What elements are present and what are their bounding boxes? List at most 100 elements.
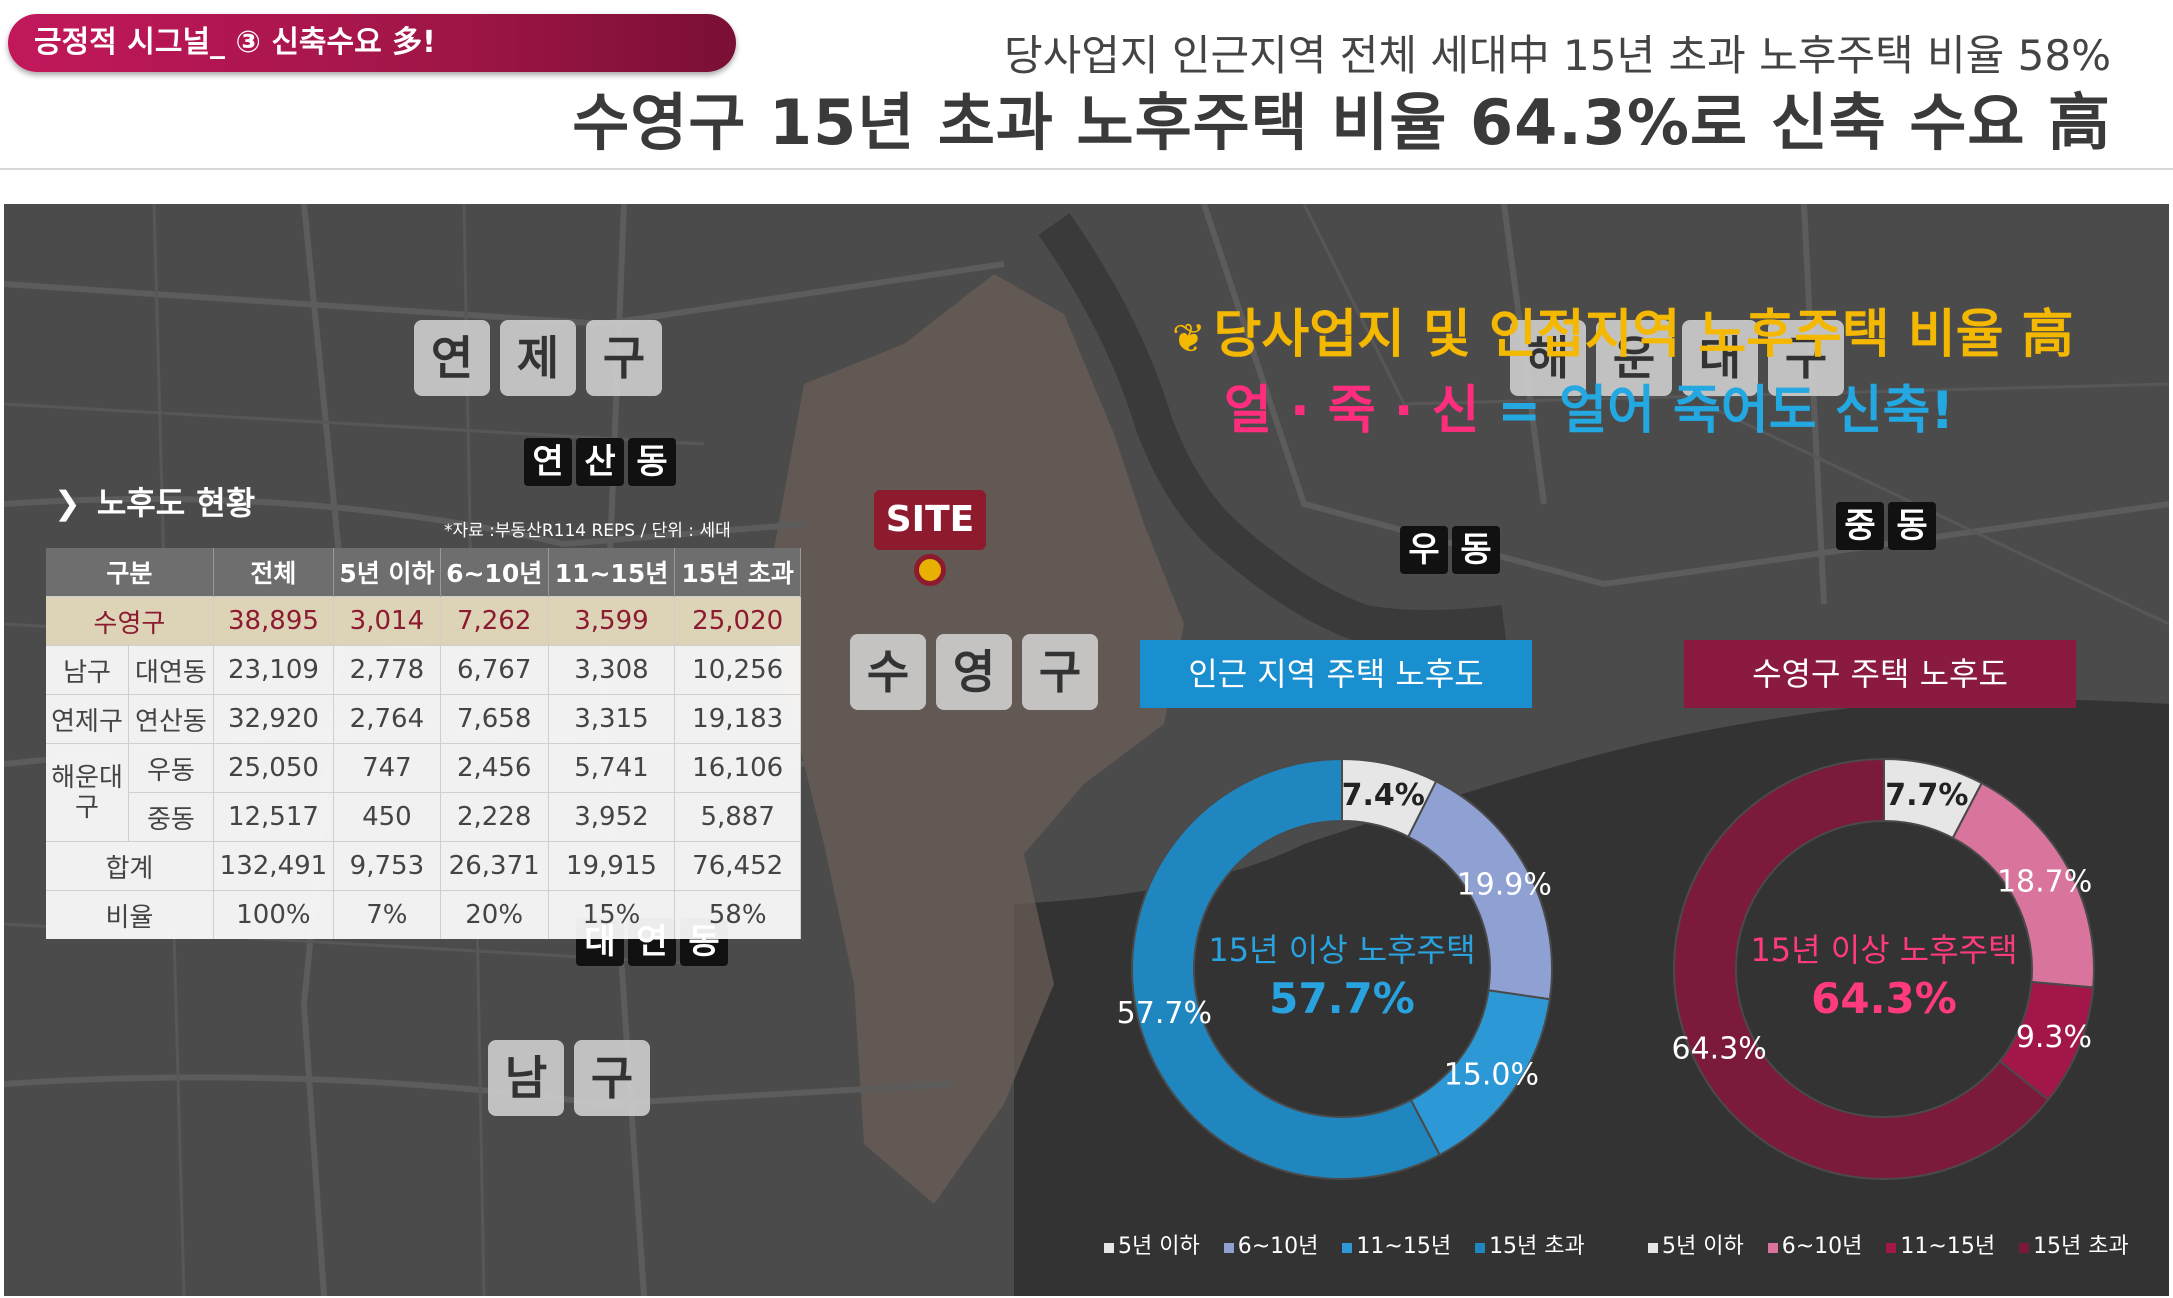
legend-swatch: [1767, 1243, 1778, 1253]
cell: 25,020: [674, 596, 801, 646]
highlight-heading-text: 당사업지 및 인접지역 노후주택 비율 高: [1213, 305, 2074, 365]
legend-suyeong: 5년 이하 6~10년 11~15년 15년 초과: [1648, 1228, 2129, 1260]
center-label: 15년 이상 노후주택: [1750, 931, 2017, 969]
district-label-nam: 남 구: [488, 1040, 650, 1116]
legend-label: 5년 이하: [1662, 1234, 1744, 1259]
header-divider: [0, 168, 2173, 170]
slice-label: 9.3%: [2016, 1020, 2092, 1055]
table-row: 합계 132,491 9,753 26,371 19,915 76,452: [46, 841, 801, 891]
center-value: 64.3%: [1811, 974, 1957, 1023]
col-header: 전체: [213, 548, 335, 597]
table-row: 해운대구 우동 25,050 747 2,456 5,741 16,106: [46, 743, 801, 842]
center-value: 57.7%: [1269, 974, 1415, 1023]
donut-slice: [1673, 757, 2050, 1180]
cell: 23,109: [213, 645, 335, 695]
cell: 450: [333, 792, 441, 842]
cell: 38,895: [213, 596, 335, 646]
legend-label: 6~10년: [1781, 1234, 1863, 1259]
cell: 2,228: [440, 792, 549, 842]
district-label-yeonje: 연 제 구: [414, 320, 662, 396]
chart-title-suyeong: 수영구 주택 노후도: [1684, 640, 2076, 708]
row-label: 연산동: [128, 694, 214, 744]
legend-item: 6~10년: [1767, 1228, 1863, 1260]
cell: 7%: [333, 890, 441, 939]
legend-swatch: [2019, 1243, 2030, 1253]
legend-swatch: [1475, 1243, 1486, 1253]
cell: 5,741: [548, 743, 676, 793]
row-group: 연제구: [46, 694, 129, 744]
cell: 76,452: [674, 841, 801, 891]
cell: 32,920: [213, 694, 335, 744]
neighborhood-char: 동: [1452, 526, 1500, 574]
map-panel: 연 제 구 해 운 대 구 수 영 구 남 구 연 산 동 우 동 중 동 대 …: [4, 204, 2169, 1296]
table-row: 비율 100% 7% 20% 15% 58%: [46, 890, 801, 939]
col-header: 5년 이하: [333, 548, 441, 597]
table-title-text: 노후도 현황: [96, 484, 256, 522]
slogan-part2: 얼어 죽어도 신축!: [1559, 381, 1955, 441]
neighborhood-char: 우: [1400, 526, 1448, 574]
cell: 2,778: [333, 645, 441, 695]
legend-label: 6~10년: [1237, 1234, 1319, 1259]
legend-item: 15년 초과: [2019, 1228, 2129, 1260]
row-label: 수영구: [46, 596, 214, 646]
district-label-suyeong: 수 영 구: [850, 634, 1098, 710]
district-char: 수: [850, 634, 926, 710]
cell: 2,764: [333, 694, 441, 744]
cell: 7,658: [440, 694, 549, 744]
site-label: SITE: [874, 490, 986, 550]
neighborhood-char: 산: [576, 438, 624, 486]
chevron-right-icon: ❯: [54, 484, 81, 522]
slice-label: 64.3%: [1672, 1031, 1767, 1066]
slice-label: 7.4%: [1342, 778, 1425, 813]
district-char: 운: [1596, 320, 1672, 396]
row-label: 합계: [46, 841, 214, 891]
cell: 7,262: [440, 596, 549, 646]
cell: 10,256: [674, 645, 801, 695]
legend-item: 6~10년: [1223, 1228, 1319, 1260]
row-group: 남구: [46, 645, 129, 695]
donut-slice: [1131, 757, 1442, 1180]
slice-label: 18.7%: [1997, 864, 2092, 899]
district-char: 해: [1510, 320, 1586, 396]
highlight-heading: ❦ 당사업지 및 인접지역 노후주택 비율 高: [1172, 292, 2074, 367]
cell: 3,014: [333, 596, 441, 646]
cell: 3,952: [548, 792, 676, 842]
cell: 3,308: [548, 645, 676, 695]
cell: 15%: [548, 890, 676, 939]
header-title: 수영구 15년 초과 노후주택 비율 64.3%로 신축 수요 高: [572, 86, 2111, 159]
donut-chart-nearby: 7.4% 19.9% 15.0% 57.7% 15년 이상 노후주택 57.7%: [1117, 757, 1553, 1180]
row-group: 해운대구: [46, 743, 129, 842]
col-header: 구분: [46, 548, 214, 597]
legend-item: 15년 초과: [1475, 1228, 1585, 1260]
neighborhood-char: 동: [1888, 502, 1936, 550]
donut-chart-suyeong: 7.7% 18.7% 9.3% 64.3% 15년 이상 노후주택 64.3%: [1672, 757, 2095, 1180]
district-char: 구: [574, 1040, 650, 1116]
table-row: 중동 12,517 450 2,228 3,952 5,887: [46, 792, 801, 842]
signal-badge: 긍정적 시그널_ ③ 신축수요 多!: [8, 14, 736, 72]
legend-swatch: [1886, 1243, 1897, 1253]
site-marker: SITE: [874, 490, 986, 586]
district-char: 연: [414, 320, 490, 396]
col-header: 11~15년: [548, 548, 676, 597]
row-label: 대연동: [128, 645, 214, 695]
cell: 16,106: [674, 743, 801, 793]
header-subtitle: 당사업지 인근지역 전체 세대中 15년 초과 노후주택 비율 58%: [1003, 31, 2111, 80]
row-label: 중동: [128, 792, 214, 842]
legend-swatch: [1648, 1243, 1658, 1253]
neighborhood-char: 동: [628, 438, 676, 486]
cell: 19,183: [674, 694, 801, 744]
legend-label: 11~15년: [1356, 1234, 1452, 1259]
legend-label: 15년 초과: [2033, 1234, 2129, 1259]
legend-swatch: [1342, 1243, 1353, 1253]
legend-item: 11~15년: [1886, 1228, 1995, 1260]
cell: 132,491: [213, 841, 335, 891]
district-char: 제: [500, 320, 576, 396]
district-char: 구: [1022, 634, 1098, 710]
legend-nearby: 5년 이하 6~10년 11~15년 15년 초과: [1104, 1228, 1585, 1260]
col-header: 6~10년: [440, 548, 549, 597]
slogan-equals: =: [1479, 381, 1560, 441]
cell: 2,456: [440, 743, 549, 793]
table-source-note: *자료 :부동산R114 REPS / 단위 : 세대: [444, 521, 731, 541]
district-label-haeundae: 해 운 대 구: [1510, 320, 1844, 396]
neighborhood-char: 연: [524, 438, 572, 486]
